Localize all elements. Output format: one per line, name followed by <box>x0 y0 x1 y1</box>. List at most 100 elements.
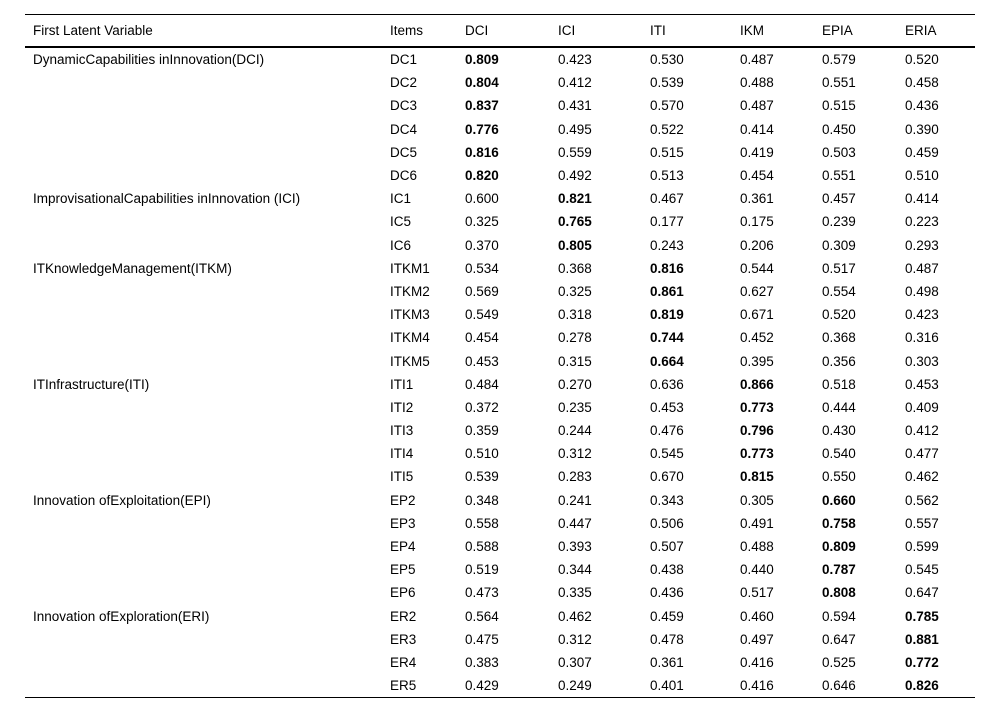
loading-value: 0.551 <box>822 75 856 91</box>
loading-value: 0.518 <box>822 376 856 392</box>
latent-variable-label <box>25 164 382 187</box>
loading-value: 0.325 <box>465 214 499 230</box>
loading-value: 0.510 <box>465 446 499 462</box>
loading-value: 0.393 <box>558 539 592 555</box>
loading-value: 0.498 <box>905 283 939 299</box>
loading-value: 0.453 <box>465 353 499 369</box>
loading-value: 0.765 <box>558 214 592 230</box>
loading-value: 0.816 <box>650 260 684 276</box>
item-label: IC6 <box>390 237 412 253</box>
loading-value: 0.359 <box>465 423 499 439</box>
loading-value: 0.520 <box>905 52 939 68</box>
loading-value: 0.866 <box>740 376 774 392</box>
loading-value: 0.454 <box>740 168 774 184</box>
loading-value: 0.487 <box>740 98 774 114</box>
loading-value: 0.462 <box>905 469 939 485</box>
item-label: IC1 <box>390 191 412 207</box>
loading-value: 0.459 <box>650 608 684 624</box>
table-row: ITI4 0.510 0.312 0.545 0.773 0.540 0.477 <box>25 442 975 465</box>
loading-value: 0.660 <box>822 492 856 508</box>
loading-value: 0.670 <box>650 469 684 485</box>
table-row: ITKnowledgeManagement(ITKM) ITKM1 0.534 0.3… <box>25 257 975 280</box>
loading-value: 0.235 <box>558 399 592 415</box>
loading-value: 0.440 <box>740 562 774 578</box>
loading-value: 0.517 <box>740 585 774 601</box>
loading-value: 0.544 <box>740 260 774 276</box>
loading-value: 0.478 <box>650 631 684 647</box>
cross-loadings-table: First Latent Variable Items DCI ICI ITI IKM EP… <box>25 14 975 698</box>
table-row: ITKM4 0.454 0.278 0.744 0.452 0.368 0.316 <box>25 326 975 349</box>
loading-value: 0.539 <box>465 469 499 485</box>
loading-value: 0.545 <box>650 446 684 462</box>
loading-value: 0.438 <box>650 562 684 578</box>
item-label: ITI1 <box>390 376 414 392</box>
loading-value: 0.457 <box>822 191 856 207</box>
item-label: DC1 <box>390 52 418 68</box>
item-label: ER4 <box>390 654 417 670</box>
latent-variable-label <box>25 94 382 117</box>
loading-value: 0.488 <box>740 539 774 555</box>
loading-value: 0.436 <box>650 585 684 601</box>
loading-value: 0.243 <box>650 237 684 253</box>
loading-value: 0.356 <box>822 353 856 369</box>
table-row: Innovation ofExploration(ERI) ER2 0.564 0.4… <box>25 605 975 628</box>
latent-variable-label: Innovation ofExploration(ERI) <box>33 608 210 624</box>
loading-value: 0.525 <box>822 654 856 670</box>
table-row: ITKM2 0.569 0.325 0.861 0.627 0.554 0.498 <box>25 280 975 303</box>
latent-variable-label <box>25 581 382 604</box>
loading-value: 0.454 <box>465 330 499 346</box>
loading-value: 0.475 <box>465 631 499 647</box>
loading-value: 0.368 <box>558 260 592 276</box>
loading-value: 0.423 <box>905 307 939 323</box>
loading-value: 0.175 <box>740 214 774 230</box>
loading-value: 0.503 <box>822 144 856 160</box>
table-row: ITKM5 0.453 0.315 0.664 0.395 0.356 0.303 <box>25 349 975 372</box>
loading-value: 0.549 <box>465 307 499 323</box>
loading-value: 0.458 <box>905 75 939 91</box>
loading-value: 0.459 <box>905 144 939 160</box>
loading-value: 0.315 <box>558 353 592 369</box>
loading-value: 0.758 <box>822 515 856 531</box>
loading-value: 0.390 <box>905 121 939 137</box>
latent-variable-label <box>25 303 382 326</box>
loading-value: 0.423 <box>558 52 592 68</box>
loading-value: 0.507 <box>650 539 684 555</box>
latent-variable-label <box>25 674 382 698</box>
latent-variable-label <box>25 465 382 488</box>
loading-value: 0.559 <box>558 144 592 160</box>
loading-value: 0.664 <box>650 353 684 369</box>
latent-variable-label: ITInfrastructure(ITI) <box>33 376 150 392</box>
loading-value: 0.316 <box>905 330 939 346</box>
table-row: DC6 0.820 0.492 0.513 0.454 0.551 0.510 <box>25 164 975 187</box>
table-row: ER4 0.383 0.307 0.361 0.416 0.525 0.772 <box>25 651 975 674</box>
column-header-iti: ITI <box>650 23 666 38</box>
loading-value: 0.819 <box>650 307 684 323</box>
latent-variable-label <box>25 234 382 257</box>
latent-variable-label: ITKnowledgeManagement(ITKM) <box>33 260 232 276</box>
table-row: EP5 0.519 0.344 0.438 0.440 0.787 0.545 <box>25 558 975 581</box>
loading-value: 0.804 <box>465 75 499 91</box>
loading-value: 0.539 <box>650 75 684 91</box>
table-row: DC2 0.804 0.412 0.539 0.488 0.551 0.458 <box>25 71 975 94</box>
loading-value: 0.249 <box>558 678 592 694</box>
loading-value: 0.412 <box>558 75 592 91</box>
item-label: IC5 <box>390 214 412 230</box>
latent-variable-label <box>25 512 382 535</box>
loading-value: 0.335 <box>558 585 592 601</box>
loading-value: 0.467 <box>650 191 684 207</box>
loading-value: 0.881 <box>905 631 939 647</box>
table-row: ITI5 0.539 0.283 0.670 0.815 0.550 0.462 <box>25 465 975 488</box>
table-row: ER5 0.429 0.249 0.401 0.416 0.646 0.826 <box>25 674 975 698</box>
item-label: EP5 <box>390 562 416 578</box>
loading-value: 0.430 <box>822 423 856 439</box>
loading-value: 0.343 <box>650 492 684 508</box>
table-row: ITI3 0.359 0.244 0.476 0.796 0.430 0.412 <box>25 419 975 442</box>
latent-variable-label: Innovation ofExploitation(EPI) <box>33 492 211 508</box>
latent-variable-label <box>25 141 382 164</box>
loading-value: 0.444 <box>822 399 856 415</box>
loading-value: 0.495 <box>558 121 592 137</box>
loading-value: 0.412 <box>905 423 939 439</box>
loading-value: 0.177 <box>650 214 684 230</box>
item-label: DC4 <box>390 121 418 137</box>
loading-value: 0.416 <box>740 678 774 694</box>
